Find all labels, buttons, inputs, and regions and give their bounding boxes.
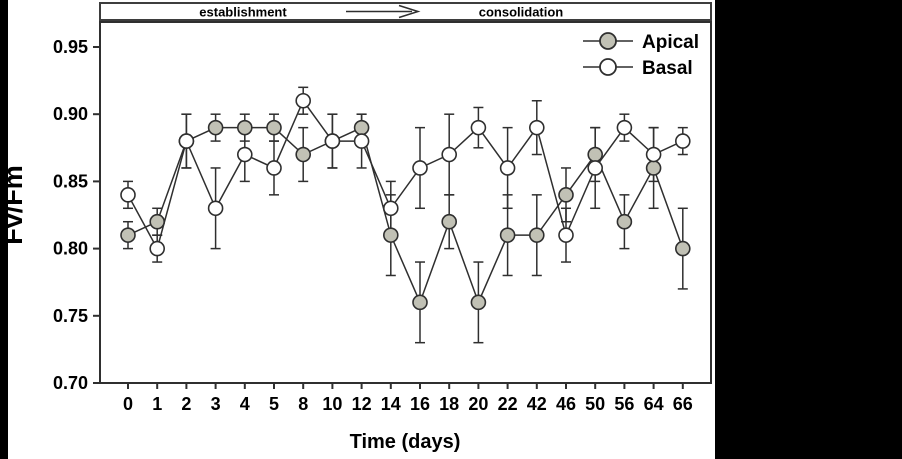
x-tick-label: 12 (352, 394, 372, 414)
basal-point (412, 160, 428, 176)
legend-basal-label: Basal (642, 58, 693, 79)
basal-point (353, 133, 370, 149)
apical-point (674, 240, 691, 257)
legend-apical-label: Apical (642, 32, 699, 53)
x-axis-title: Time (days) (350, 431, 461, 453)
basal-point (441, 146, 458, 163)
apical-point (412, 294, 428, 311)
basal-point (237, 146, 253, 163)
x-tick-label: 0 (123, 394, 133, 414)
x-tick-label: 5 (269, 394, 279, 414)
basal-point (149, 240, 165, 257)
x-axis: 0 1 2 3 4 5 8 10 12 14 16 18 20 22 42 46 50 56 64 66 (123, 383, 693, 414)
y-tick-label: 0.80 (53, 239, 88, 259)
legend-item-basal: Basal (583, 58, 693, 79)
apical-point (587, 146, 604, 163)
phase-establishment-label: establishment (199, 5, 287, 20)
apical-marker-icon (599, 32, 617, 50)
apical-point (616, 213, 633, 230)
apical-point (499, 227, 516, 243)
x-tick-label: 1 (152, 394, 162, 414)
basal-point (470, 119, 487, 136)
x-tick-label: 2 (181, 394, 191, 414)
y-axis: 0.95 0.90 0.85 0.80 0.75 0.70 (53, 37, 100, 393)
x-tick-label: 50 (585, 394, 605, 414)
x-tick-label: 4 (240, 394, 250, 414)
x-tick-label: 42 (527, 394, 547, 414)
apical-point (558, 187, 574, 203)
apical-point (295, 146, 312, 163)
basal-point (295, 92, 312, 109)
right-black-panel (715, 0, 902, 459)
basal-point (178, 133, 195, 149)
legend-item-apical: Apical (583, 32, 699, 53)
basal-point (558, 227, 574, 243)
basal-point (120, 187, 136, 203)
basal-point (528, 119, 545, 136)
basal-point (616, 119, 633, 136)
plot-frame (99, 21, 712, 384)
x-tick-label: 66 (673, 394, 693, 414)
apical-point (353, 119, 370, 136)
basal-point (382, 200, 399, 217)
apical-point (120, 227, 136, 243)
left-black-bar (0, 0, 8, 459)
basal-point (324, 133, 341, 149)
basal-point (207, 200, 224, 217)
y-tick-label: 0.75 (53, 306, 88, 326)
apical-point (470, 294, 487, 311)
basal-line (127, 99, 684, 251)
y-tick-label: 0.95 (53, 37, 88, 57)
y-tick-label: 0.85 (53, 171, 88, 191)
x-tick-label: 22 (498, 394, 518, 414)
basal-marker-icon (599, 58, 617, 76)
apical-point (528, 227, 545, 243)
basal-point (266, 160, 282, 176)
basal-point (645, 146, 662, 163)
basal-point (499, 160, 516, 176)
basal-point (674, 133, 691, 149)
x-tick-label: 14 (381, 394, 401, 414)
x-tick-label: 56 (614, 394, 634, 414)
x-tick-label: 18 (439, 394, 459, 414)
y-tick-label: 0.70 (53, 373, 88, 393)
x-tick-label: 16 (410, 394, 430, 414)
basal-point (587, 160, 604, 176)
x-tick-label: 46 (556, 394, 576, 414)
apical-point (266, 119, 282, 136)
data-series (120, 86, 691, 344)
phase-consolidation-label: consolidation (479, 5, 564, 20)
x-tick-label: 8 (298, 394, 308, 414)
x-tick-label: 64 (644, 394, 664, 414)
phase-arrow-icon (346, 4, 421, 19)
apical-point (382, 227, 399, 243)
apical-point (237, 119, 253, 136)
x-tick-label: 20 (468, 394, 488, 414)
apical-point (645, 160, 662, 176)
apical-point (441, 213, 458, 230)
x-tick-label: 10 (322, 394, 342, 414)
apical-point (149, 213, 165, 230)
x-tick-label: 3 (211, 394, 221, 414)
y-tick-label: 0.90 (53, 104, 88, 124)
legend: Apical Basal (583, 32, 699, 79)
apical-point (207, 119, 224, 136)
